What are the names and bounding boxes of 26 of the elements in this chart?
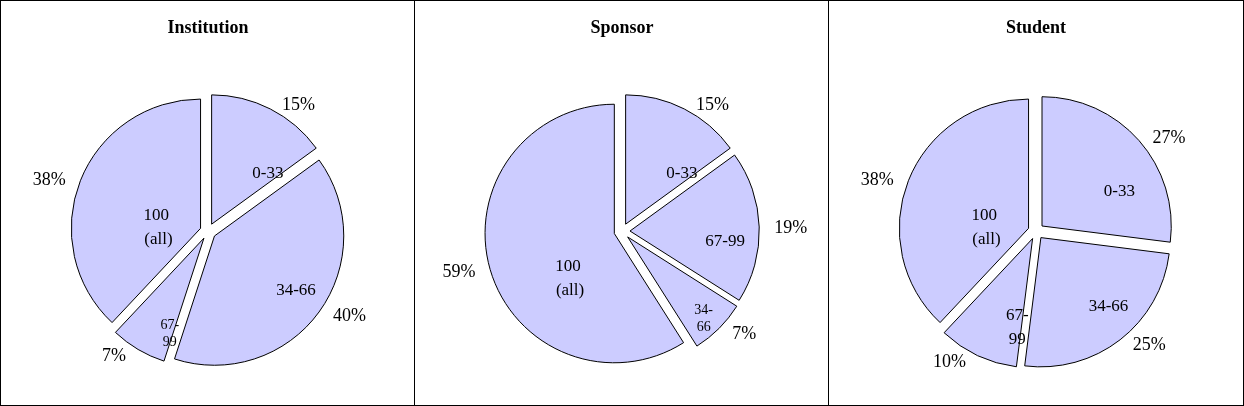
data-label: 15% (696, 93, 730, 114)
slice-label: 34-66 (1088, 296, 1129, 316)
data-label: 10% (932, 350, 966, 371)
data-label: 38% (860, 168, 894, 189)
slice-label: 0-33 (252, 163, 284, 183)
data-label: 40% (332, 305, 366, 326)
data-label: 27% (1152, 126, 1186, 147)
data-label: 15% (282, 93, 316, 114)
slice-label: 67-99 (1005, 305, 1029, 349)
data-label: 7% (102, 344, 127, 365)
slice-label: 100 (all) (555, 255, 585, 299)
data-label: 25% (1132, 334, 1166, 355)
slice-label: 0-33 (666, 163, 698, 183)
data-label: 7% (732, 322, 757, 343)
slice-label: 100 (all) (143, 204, 174, 248)
chart-title: Student (1005, 17, 1067, 37)
data-label: 38% (32, 168, 66, 189)
slice-label: 67-99 (705, 231, 745, 251)
slice-label: 34-66 (694, 301, 714, 334)
data-label: 19% (774, 216, 808, 237)
slice-label: 34-66 (276, 280, 316, 300)
chart-title: Institution (167, 17, 249, 37)
slice-label: 0-33 (1103, 181, 1135, 201)
slice-label: 100 (all) (971, 204, 1002, 248)
chart-title: Sponsor (590, 17, 654, 37)
data-label: 59% (442, 261, 476, 282)
